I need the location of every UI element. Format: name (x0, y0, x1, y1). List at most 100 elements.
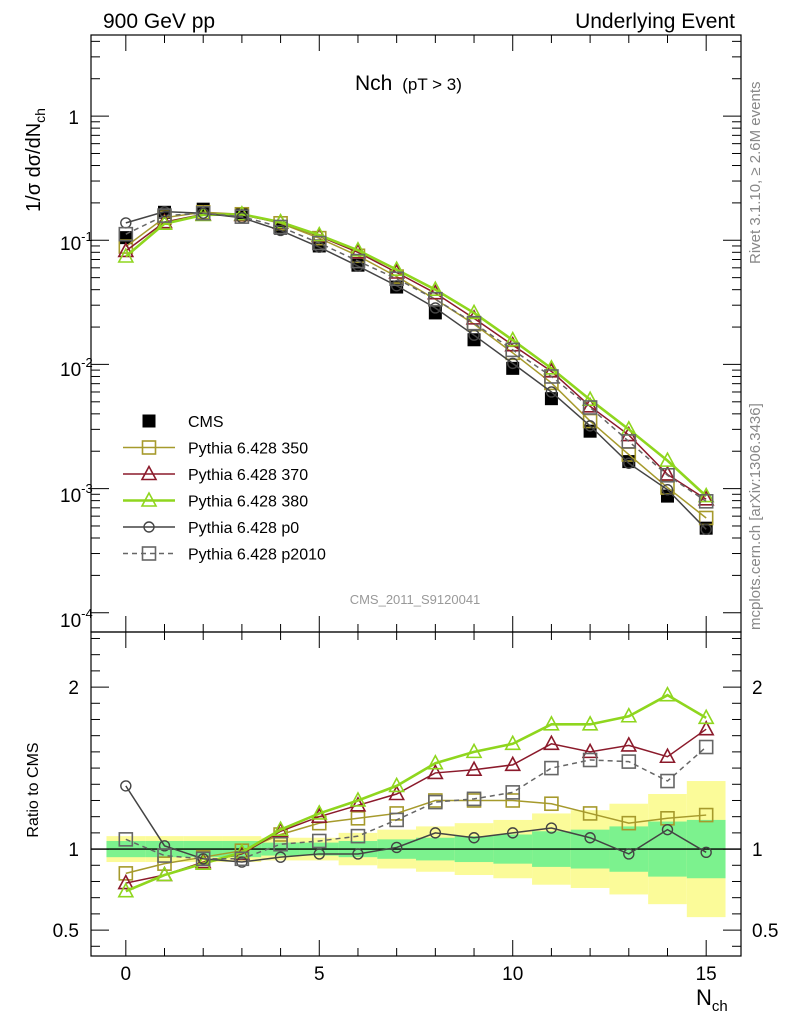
main-point-p380 (465, 303, 483, 320)
ratio-point-p380 (310, 804, 328, 820)
ratio-line-p0 (125, 785, 707, 863)
ratio-ytick-label-right: 1 (752, 840, 763, 861)
legend-label-p0: Pythia 6.428 p0 (188, 520, 299, 537)
main-ytick-label-1e-4: 10-4 (60, 606, 93, 632)
ratio-point-p350 (505, 793, 521, 808)
ratio-point-p2010 (311, 833, 327, 849)
main-point-p370 (697, 490, 715, 506)
main-panel (91, 35, 741, 632)
ratio-point-p0 (429, 827, 442, 839)
ratio-xtick-label: 15 (696, 964, 717, 985)
legend-label-p350: Pythia 6.428 350 (188, 441, 308, 458)
ratio-point-p2010 (118, 832, 134, 847)
main-ytick-base-1e-3: 10 (60, 486, 81, 507)
legend-label-p2010: Pythia 6.428 p2010 (188, 547, 326, 564)
plot-title-sub: (pT > 3) (402, 75, 462, 94)
main-point-p2010 (428, 291, 443, 307)
legend-label-p370: Pythia 6.428 370 (188, 467, 308, 484)
main-point-p380 (427, 280, 444, 296)
ratio-point-p380 (465, 742, 483, 759)
main-ytick-label-1: 1 (68, 108, 79, 129)
ratio-ytick-label-right: 0.5 (752, 921, 778, 942)
main-point-p0 (158, 205, 171, 218)
main-point-p2010 (466, 315, 482, 331)
ratio-panel-frame (90, 631, 742, 957)
main-point-p2010 (118, 226, 134, 242)
main-ytick-base-1e-4: 10 (60, 611, 81, 632)
ratio-point-p380 (620, 707, 638, 723)
ratio-panel: 0.5 0.5 1 1 2 2 0 5 10 15 (53, 632, 778, 985)
ratio-ytick-label-right: 2 (752, 678, 763, 699)
main-ylabel-text: 1/σ dσ/dN (23, 123, 45, 212)
main-point-p2010 (234, 209, 250, 224)
main-point-p370 (659, 465, 676, 481)
ratio-point-p380 (272, 820, 289, 836)
ratio-point-p2010 (389, 812, 404, 828)
main-point-p2010 (157, 208, 172, 223)
main-point-p2010 (389, 271, 404, 287)
ratio-point-p350 (582, 806, 598, 821)
main-point-p380 (388, 260, 405, 276)
ratio-point-p2010 (466, 791, 482, 807)
ratio-ytick-label-left: 2 (68, 678, 79, 699)
ratio-ytick-label-left: 1 (68, 840, 79, 861)
ratio-point-p0 (313, 848, 325, 860)
ratio-point-p0 (120, 780, 132, 792)
ratio-point-p350 (350, 810, 366, 826)
ratio-xtick-label: 0 (121, 964, 132, 985)
ratio-point-p370 (465, 760, 483, 777)
side-label-bottom: mcplots.cern.ch [arXiv:1306.3436] (747, 403, 764, 630)
analysis-tag: CMS_2011_S9120041 (350, 592, 481, 607)
main-point-p380 (349, 241, 367, 257)
main-point-p2010 (698, 494, 714, 509)
main-point-p2010 (273, 219, 288, 235)
main-ytick-label-1e-2: 10-2 (60, 355, 93, 381)
legend-marker-p350 (141, 440, 157, 455)
legend-label-cms: CMS (188, 414, 224, 431)
ratio-xtick-label: 5 (314, 964, 325, 985)
main-panel-frame (90, 34, 742, 633)
ratio-point-p380 (233, 843, 251, 859)
ratio-point-p2010 (350, 828, 366, 844)
main-ytick-exp-1e-1: -1 (81, 229, 93, 244)
ratio-xlabel-sub: ch (712, 998, 728, 1015)
main-point-p380 (581, 390, 599, 406)
ratio-point-p0 (584, 832, 596, 844)
ratio-point-p2010 (157, 848, 172, 863)
main-point-p0 (507, 357, 519, 370)
ratio-point-p380 (349, 791, 367, 807)
ratio-point-p370 (620, 736, 638, 752)
ratio-point-p380 (427, 754, 444, 770)
main-ytick-exp-1e-2: -2 (81, 355, 93, 370)
main-point-p2010 (621, 434, 637, 449)
main-point-p2010 (660, 467, 675, 483)
main-ytick-label-1e-1: 10-1 (60, 229, 93, 255)
legend-label-p380: Pythia 6.428 380 (188, 494, 308, 511)
ratio-point-p380 (117, 882, 135, 898)
ratio-point-p370 (581, 742, 599, 759)
main-ytick-exp-1e-3: -3 (81, 481, 93, 496)
ratio-point-p350 (544, 796, 559, 812)
main-ytick-base-1e-2: 10 (60, 360, 81, 381)
main-point-p380 (659, 451, 676, 467)
main-point-p0 (545, 386, 558, 398)
main-ylabel-sub: ch (32, 108, 48, 123)
ratio-point-p2010 (582, 752, 598, 768)
ratio-point-p0 (274, 851, 287, 863)
ratio-ylabel: Ratio to CMS (25, 742, 42, 837)
ratio-point-p0 (507, 827, 519, 839)
main-ylabel: 1/σ dσ/dNch (23, 108, 48, 212)
ratio-point-p380 (581, 715, 599, 731)
main-point-p2010 (350, 253, 366, 269)
ratio-point-p370 (504, 755, 522, 772)
ratio-point-p2010 (621, 754, 637, 769)
ratio-point-p2010 (195, 851, 211, 867)
plot-title-main: Nch (355, 72, 392, 95)
ratio-point-p350 (698, 807, 714, 823)
legend-marker-p0 (143, 521, 155, 533)
ratio-xtick-label: 10 (502, 964, 523, 985)
ratio-point-p370 (117, 873, 135, 890)
ratio-xlabel: Nch (696, 985, 728, 1015)
ratio-point-p2010 (273, 836, 288, 852)
